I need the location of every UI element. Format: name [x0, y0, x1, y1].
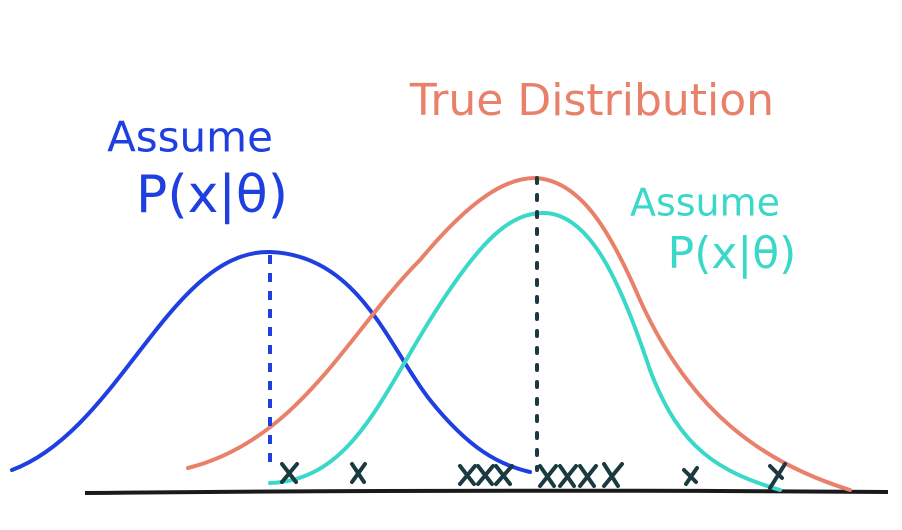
sample-mark: [682, 466, 699, 486]
sample-points: [280, 462, 787, 490]
sample-mark: [494, 464, 514, 486]
x-axis: [84, 488, 889, 495]
right-label-line2: P(x|θ): [668, 228, 797, 279]
sample-mark: [602, 462, 624, 488]
sample-mark: [558, 464, 578, 488]
assumed-distribution-left: [10, 249, 532, 474]
sample-mark: [476, 464, 495, 486]
true-distribution-label: True Distribution: [409, 75, 774, 126]
sample-mark: [350, 462, 367, 484]
sample-mark: [458, 464, 477, 486]
sample-mark: [578, 464, 598, 488]
left-label-line1: Assume: [107, 113, 273, 162]
left-label-line2: P(x|θ): [136, 165, 288, 225]
sample-mark: [768, 462, 787, 490]
assumed-distribution-right: [268, 210, 782, 492]
sample-mark: [280, 462, 299, 484]
sample-mark: [538, 464, 558, 488]
right-label-line1: Assume: [630, 181, 780, 225]
